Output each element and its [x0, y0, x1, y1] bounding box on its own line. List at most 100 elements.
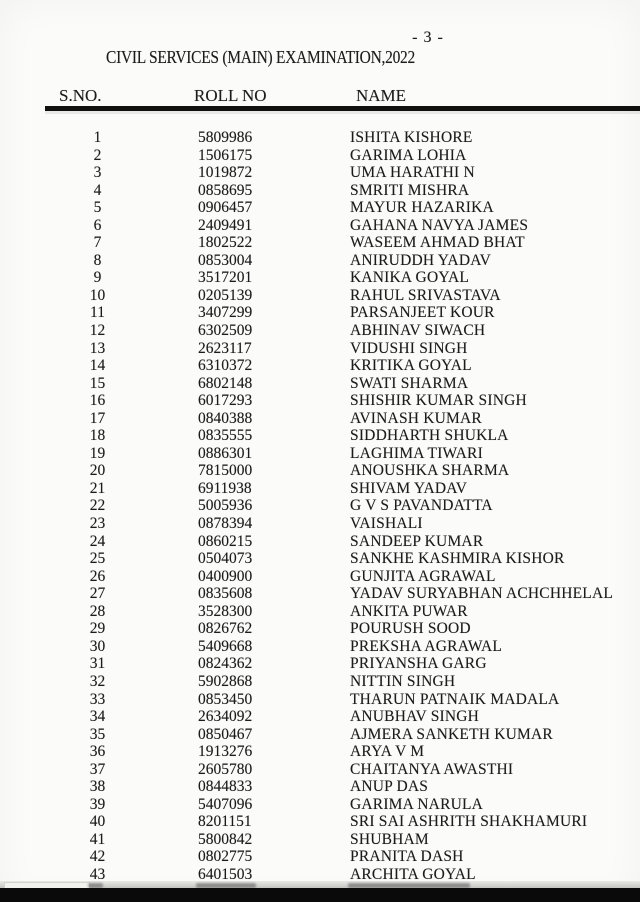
name-cell: ANKITA PUWAR — [350, 602, 468, 620]
sno-cell: 16 — [89, 392, 106, 410]
table-row: 34 2634092 ANUBHAV SINGH — [0, 708, 640, 726]
name-cell: KRITIKA GOYAL — [350, 357, 472, 375]
roll-cell: 2634092 — [198, 708, 253, 726]
name-cell: GUNJITA AGRAWAL — [350, 567, 496, 585]
name-cell: YADAV SURYABHAN ACHCHHELAL — [350, 585, 614, 603]
name-cell: RAHUL SRIVASTAVA — [350, 286, 501, 304]
roll-cell: 0853450 — [198, 690, 253, 708]
table-row: 7 1802522 WASEEM AHMAD BHAT — [0, 234, 640, 252]
roll-cell: 0860215 — [198, 532, 253, 550]
table-row: 18 0835555 SIDDHARTH SHUKLA — [0, 427, 640, 445]
sno-cell: 29 — [89, 620, 106, 638]
table-row: 39 5407096 GARIMA NARULA — [0, 796, 640, 814]
name-cell: LAGHIMA TIWARI — [350, 444, 483, 462]
table-row: 16 6017293 SHISHIR KUMAR SINGH — [0, 392, 640, 410]
page-number: - 3 - — [412, 29, 444, 46]
sno-cell: 8 — [93, 251, 102, 269]
table-rows: 1 5809986 ISHITA KISHORE 2 1506175 GARIMA LOH… — [0, 129, 640, 884]
roll-cell: 0853004 — [198, 251, 253, 269]
sno-cell: 5 — [93, 199, 102, 217]
header-divider-rule — [45, 106, 640, 111]
name-cell: SANDEEP KUMAR — [350, 532, 484, 550]
cutoff-row-sno-smudge — [88, 883, 103, 888]
name-cell: NITTIN SINGH — [350, 672, 456, 690]
roll-cell: 0504073 — [198, 550, 253, 568]
table-row: 4 0858695 SMRITI MISHRA — [0, 182, 640, 200]
name-cell: ISHITA KISHORE — [350, 129, 473, 146]
sno-cell: 19 — [89, 444, 106, 462]
sno-cell: 33 — [89, 690, 106, 708]
roll-cell: 1802522 — [198, 234, 253, 252]
table-row: 1 5809986 ISHITA KISHORE — [0, 129, 640, 147]
name-cell: CHAITANYA AWASTHI — [350, 760, 514, 778]
header-roll-no: ROLL NO — [194, 86, 267, 105]
table-row: 35 0850467 AJMERA SANKETH KUMAR — [0, 726, 640, 744]
sno-cell: 17 — [89, 409, 106, 427]
roll-cell: 0835555 — [198, 427, 253, 445]
table-row: 33 0853450 THARUN PATNAIK MADALA — [0, 691, 640, 709]
sno-cell: 23 — [89, 515, 106, 533]
roll-cell: 3517201 — [198, 269, 253, 287]
roll-cell: 2605780 — [198, 760, 253, 778]
name-cell: WASEEM AHMAD BHAT — [350, 234, 525, 252]
table-row: 26 0400900 GUNJITA AGRAWAL — [0, 568, 640, 586]
roll-cell: 6401503 — [198, 865, 253, 883]
scan-artifact-black-bar — [0, 888, 640, 902]
table-row: 15 6802148 SWATI SHARMA — [0, 375, 640, 393]
sno-cell: 12 — [89, 322, 106, 340]
sno-cell: 21 — [89, 479, 106, 497]
name-cell: POURUSH SOOD — [350, 620, 471, 638]
sno-cell: 40 — [89, 813, 106, 831]
roll-cell: 7815000 — [198, 462, 253, 480]
name-cell: SIDDHARTH SHUKLA — [350, 427, 509, 445]
table-row: 22 5005936 G V S PAVANDATTA — [0, 497, 640, 515]
roll-cell: 0850467 — [198, 725, 253, 743]
sno-cell: 11 — [90, 304, 105, 322]
sno-cell: 13 — [89, 339, 106, 357]
roll-cell: 5809986 — [198, 129, 253, 146]
roll-cell: 1019872 — [198, 164, 253, 182]
name-cell: VIDUSHI SINGH — [350, 339, 468, 357]
table-row: 3 1019872 UMA HARATHI N — [0, 164, 640, 182]
sno-cell: 6 — [93, 216, 102, 234]
roll-cell: 3407299 — [198, 304, 253, 322]
sno-cell: 30 — [89, 637, 106, 655]
name-cell: PRIYANSHA GARG — [350, 655, 487, 673]
roll-cell: 0844833 — [198, 778, 253, 796]
name-cell: SHISHIR KUMAR SINGH — [350, 392, 527, 410]
name-cell: GARIMA NARULA — [350, 795, 484, 813]
table-row: 29 0826762 POURUSH SOOD — [0, 620, 640, 638]
table-row: 21 6911938 SHIVAM YADAV — [0, 480, 640, 498]
page-title: CIVIL SERVICES (MAIN) EXAMINATION,2022 — [106, 47, 416, 67]
header-sno: S.NO. — [59, 86, 102, 105]
sno-cell: 34 — [89, 708, 106, 726]
table-row: 42 0802775 PRANITA DASH — [0, 848, 640, 866]
name-cell: ANUP DAS — [350, 778, 429, 796]
table-row: 43 6401503 ARCHITA GOYAL — [0, 866, 640, 884]
name-cell: ARYA V M — [350, 743, 425, 761]
sno-cell: 7 — [93, 234, 102, 252]
table-row: 30 5409668 PREKSHA AGRAWAL — [0, 638, 640, 656]
sno-cell: 24 — [89, 532, 106, 550]
table-row: 27 0835608 YADAV SURYABHAN ACHCHHELAL — [0, 585, 640, 603]
roll-cell: 6302509 — [198, 322, 253, 340]
sno-cell: 32 — [89, 672, 106, 690]
roll-cell: 0878394 — [198, 515, 253, 533]
name-cell: UMA HARATHI N — [350, 164, 475, 182]
roll-cell: 2623117 — [198, 339, 252, 357]
sno-cell: 37 — [89, 760, 106, 778]
table-row: 20 7815000 ANOUSHKA SHARMA — [0, 462, 640, 480]
sno-cell: 20 — [89, 462, 106, 480]
scan-artifact-gray-band — [0, 881, 640, 889]
table-row: 31 0824362 PRIYANSHA GARG — [0, 655, 640, 673]
name-cell: GARIMA LOHIA — [350, 146, 467, 164]
sno-cell: 14 — [89, 357, 106, 375]
table-row: 41 5800842 SHUBHAM — [0, 831, 640, 849]
sno-cell: 15 — [89, 374, 106, 392]
table-row: 25 0504073 SANKHE KASHMIRA KISHOR — [0, 550, 640, 568]
table-row: 38 0844833 ANUP DAS — [0, 778, 640, 796]
name-cell: VAISHALI — [350, 515, 423, 533]
sno-cell: 2 — [93, 146, 102, 164]
name-cell: G V S PAVANDATTA — [350, 497, 493, 515]
